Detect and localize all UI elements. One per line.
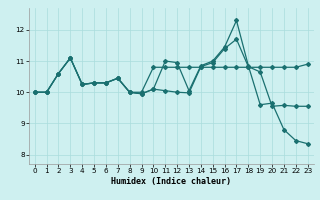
- X-axis label: Humidex (Indice chaleur): Humidex (Indice chaleur): [111, 177, 231, 186]
